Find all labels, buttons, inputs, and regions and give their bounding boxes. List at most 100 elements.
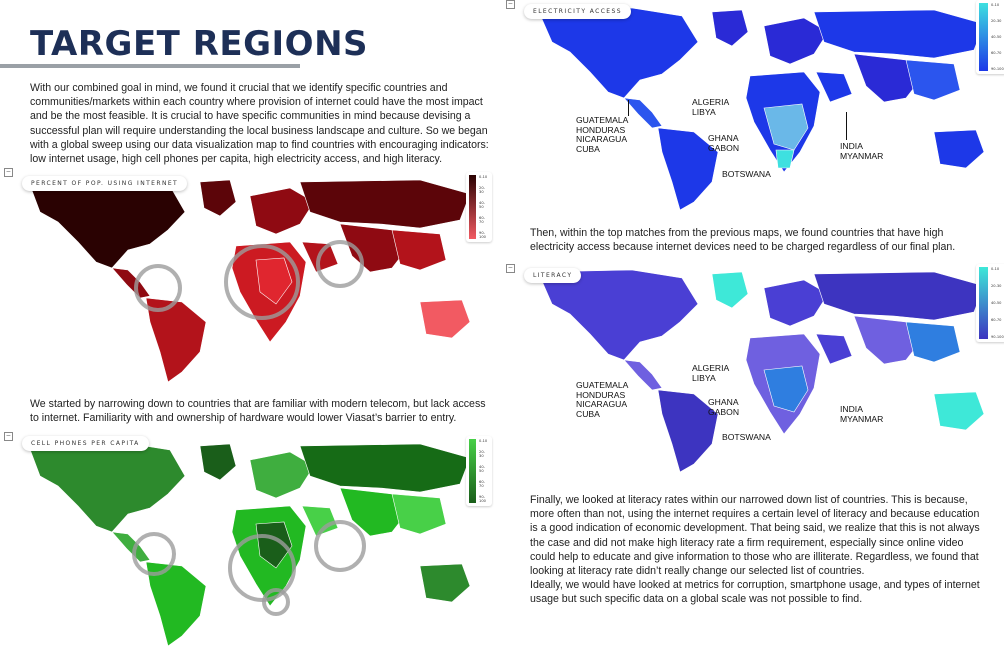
map-region [657, 127, 719, 211]
legend-tick: 90-100 [991, 335, 1004, 339]
electricity-paragraph: Then, within the top matches from the pr… [530, 226, 980, 254]
map-region [657, 389, 719, 473]
map-region [391, 493, 447, 535]
legend-tick: 0-10 [991, 3, 1000, 7]
label-guatemala: GUATEMALA [576, 380, 629, 390]
legend-tick: 60-70 [479, 216, 485, 224]
map-region [391, 229, 447, 271]
literacy-map-graphic [537, 269, 985, 473]
map-region [711, 9, 749, 47]
map-region [775, 149, 795, 169]
electricity-map-collapse-button[interactable]: – [506, 0, 515, 9]
label-gabon: GABON [708, 406, 740, 417]
label-honduras: HONDURAS [576, 124, 626, 135]
literacy-text-2: Ideally, we would have looked at metrics… [530, 579, 980, 606]
legend-tick: 40-50 [479, 465, 485, 473]
label-botswana: BOTSWANA [722, 169, 771, 179]
internet-map-title: PERCENT OF POP. USING INTERNET [22, 176, 188, 191]
cellphones-map-collapse-button[interactable]: – [4, 432, 13, 441]
literacy-text-1: Finally, we looked at literacy rates wit… [530, 494, 980, 578]
label-leader-line [846, 112, 847, 140]
map-region [145, 297, 207, 382]
map-region [763, 103, 809, 151]
internet-text: We started by narrowing down to countrie… [30, 398, 486, 425]
label-west-africa-group: GHANA GABON [708, 133, 740, 153]
literacy-map-legend: 0-10 20-30 40-50 60-70 90-100 [976, 264, 1004, 342]
legend-tick: 90-100 [479, 231, 486, 239]
label-libya: LIBYA [692, 372, 716, 383]
cellphones-map-legend: 0-10 20-30 40-50 60-70 90-100 [466, 436, 492, 506]
map-region [255, 257, 293, 305]
internet-map-legend: 0-10 20-30 40-50 60-70 90-100 [466, 172, 492, 242]
label-honduras: HONDURAS [576, 389, 626, 400]
map-region [711, 271, 749, 309]
label-algeria: ALGERIA [692, 363, 730, 373]
label-cuba: CUBA [576, 408, 600, 419]
map-region [537, 7, 699, 99]
map-region [763, 279, 829, 327]
legend-tick: 60-70 [991, 318, 1002, 322]
label-india: INDIA [840, 404, 863, 414]
map-region [111, 267, 151, 299]
map-region [301, 505, 339, 537]
map-region [905, 321, 961, 363]
cellphones-legend-ticks: 0-10 20-30 40-50 60-70 90-100 [479, 439, 489, 503]
internet-usage-map[interactable] [0, 172, 488, 382]
literacy-map-collapse-button[interactable]: – [506, 264, 515, 273]
electricity-map-graphic [537, 7, 985, 211]
literacy-legend-ticks: 0-10 20-30 40-50 60-70 90-100 [991, 267, 1004, 339]
intro-paragraph: With our combined goal in mind, we found… [30, 81, 490, 166]
electricity-map-title: ELECTRICITY ACCESS [524, 4, 631, 19]
internet-legend-ticks: 0-10 20-30 40-50 60-70 90-100 [479, 175, 489, 239]
label-ghana: GHANA [708, 133, 739, 143]
electricity-map-legend: 0-10 20-30 40-50 60-70 90-100 [976, 0, 1004, 74]
label-guatemala: GUATEMALA [576, 115, 629, 125]
literacy-legend-swatch [979, 267, 988, 339]
map-region [27, 177, 186, 269]
electricity-legend-ticks: 0-10 20-30 40-50 60-70 90-100 [991, 3, 1004, 71]
legend-tick: 60-70 [991, 51, 1002, 55]
internet-map-graphic [27, 177, 471, 382]
label-ghana: GHANA [708, 397, 739, 407]
internet-map-collapse-button[interactable]: – [4, 168, 13, 177]
map-region [623, 359, 663, 391]
legend-tick: 20-30 [991, 284, 1002, 288]
label-libya: LIBYA [692, 106, 716, 117]
electricity-legend-swatch [979, 3, 988, 71]
label-nicaragua: NICARAGUA [576, 399, 628, 410]
map-region [813, 9, 985, 59]
legend-tick: 90-100 [479, 495, 486, 503]
map-region [905, 59, 961, 101]
cellphones-map[interactable] [0, 436, 488, 649]
label-botswana: BOTSWANA [722, 432, 771, 442]
label-south-asia-group: INDIA MYANMAR [840, 404, 883, 424]
map-region [815, 71, 853, 103]
internet-paragraph: We started by narrowing down to countrie… [30, 397, 490, 425]
label-myanmar: MYANMAR [840, 150, 884, 161]
page-title: TARGET REGIONS [30, 24, 369, 64]
legend-tick: 40-50 [991, 301, 1002, 305]
label-north-africa-group: ALGERIA LIBYA [692, 363, 730, 383]
legend-tick: 90-100 [991, 67, 1004, 71]
legend-tick: 40-50 [479, 201, 485, 209]
electricity-access-map[interactable] [502, 0, 1004, 212]
label-leader-line [628, 100, 629, 116]
legend-tick: 0-10 [479, 439, 488, 443]
literacy-map[interactable] [502, 262, 1004, 478]
cellphones-map-graphic [27, 441, 471, 647]
label-latam-group: GUATEMALA HONDURAS NICARAGUA CUBA [576, 380, 629, 419]
legend-tick: 20-30 [991, 19, 1002, 23]
literacy-map-title: LITERACY [524, 268, 582, 283]
electricity-text: Then, within the top matches from the pr… [530, 227, 956, 254]
legend-tick: 60-70 [479, 480, 485, 488]
literacy-paragraph: Finally, we looked at literacy rates wit… [530, 493, 980, 607]
map-region [623, 97, 663, 129]
label-india: INDIA [840, 141, 863, 151]
label-north-africa-group: ALGERIA LIBYA [692, 97, 729, 117]
map-region [199, 179, 237, 217]
map-region [813, 271, 985, 321]
map-region [249, 187, 315, 235]
label-cuba: CUBA [576, 143, 600, 154]
map-region [419, 299, 471, 339]
label-gabon: GABON [708, 142, 740, 153]
